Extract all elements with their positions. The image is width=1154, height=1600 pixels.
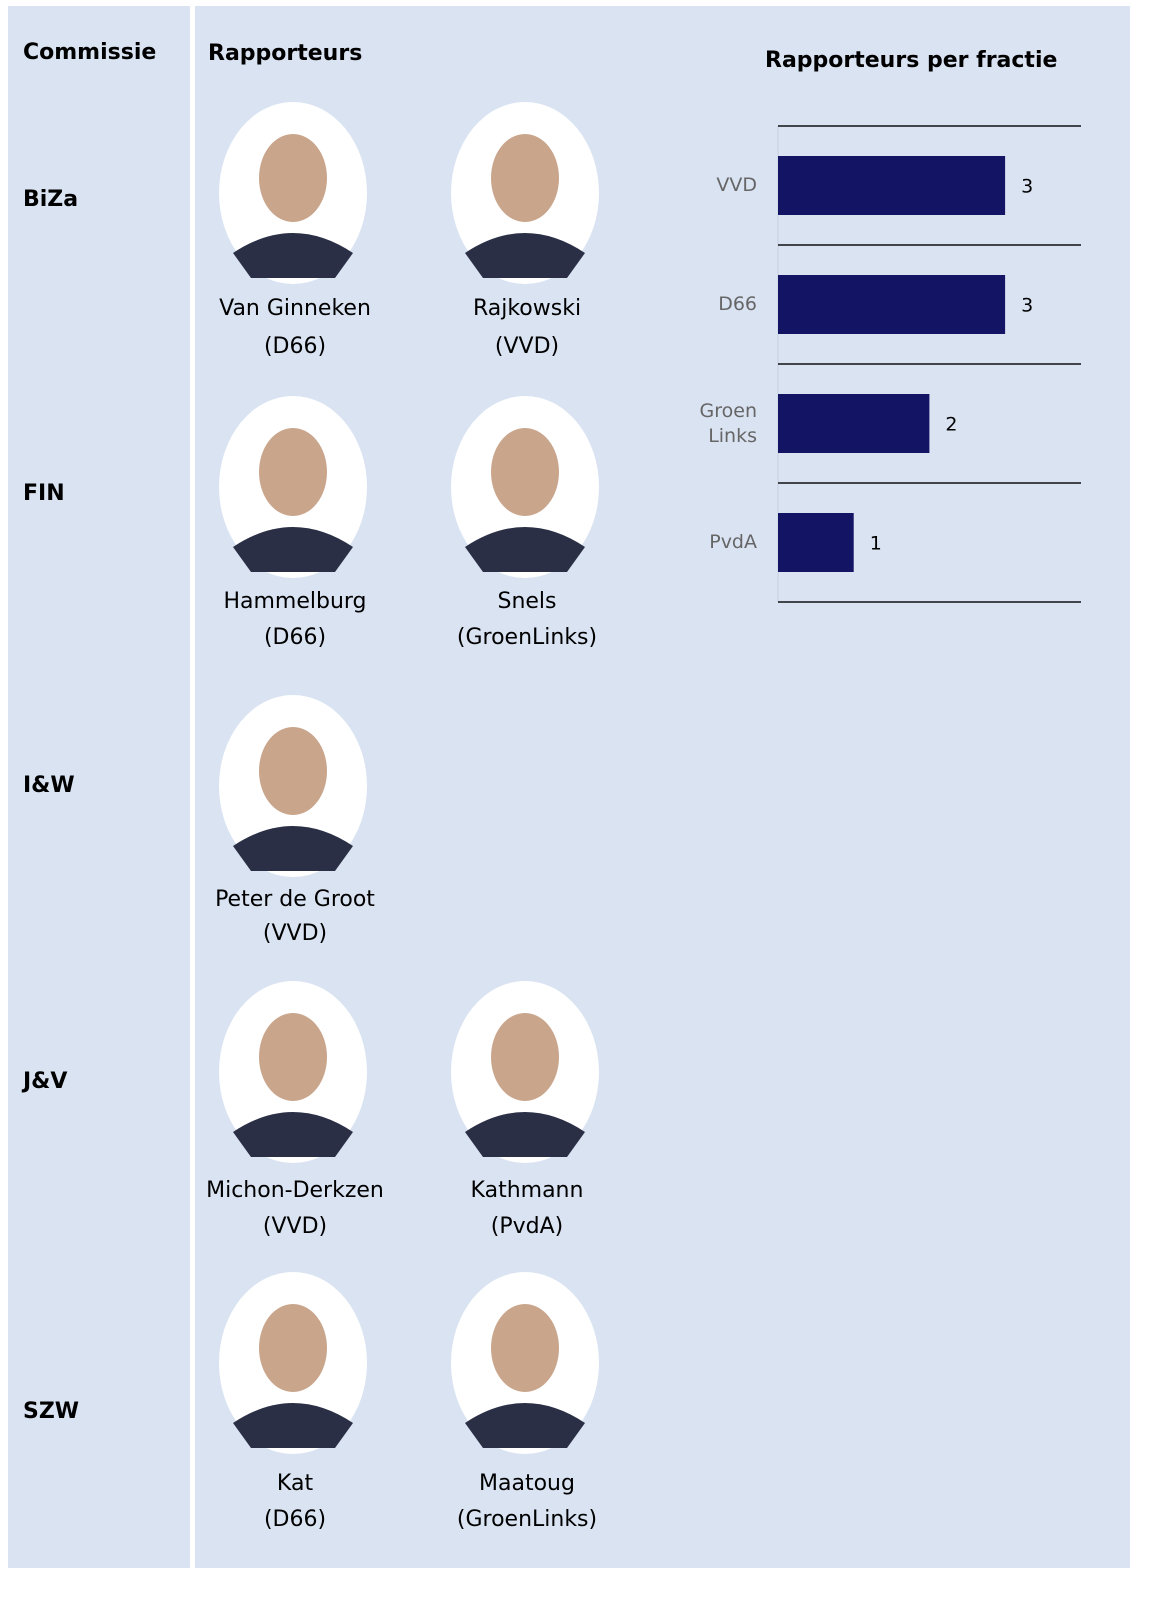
value-label: 2: [945, 414, 957, 436]
bar: [778, 394, 929, 453]
portrait-head: [491, 1013, 559, 1101]
commissie-label: FIN: [23, 481, 65, 506]
portrait-head: [259, 1304, 327, 1392]
value-label: 1: [870, 533, 882, 555]
rapporteur-name: Kat: [175, 1471, 415, 1496]
rapporteur-name: Kathmann: [407, 1178, 647, 1203]
chart-title: Rapporteurs per fractie: [765, 48, 1057, 73]
bar: [778, 156, 1005, 215]
value-label: 3: [1021, 295, 1033, 317]
rapporteur-name: Hammelburg: [175, 589, 415, 614]
header-rapporteurs: Rapporteurs: [208, 41, 362, 66]
rapporteur-name: Michon-Derkzen: [175, 1178, 415, 1203]
rapporteur-name: Rajkowski: [407, 296, 647, 321]
rapporteur-party: (D66): [175, 334, 415, 359]
commissie-label: J&V: [23, 1069, 67, 1094]
divider: [190, 6, 195, 1568]
rapporteur-party: (VVD): [175, 921, 415, 946]
bar: [778, 513, 854, 572]
rapporteur-party: (GroenLinks): [407, 625, 647, 650]
category-label: D66: [677, 292, 757, 317]
rapporteur-name: Maatoug: [407, 1471, 647, 1496]
background: 3 3 2 1: [0, 0, 1154, 1600]
portrait-head: [491, 1304, 559, 1392]
page: {"table": {"headers": ["Commissie", "Rap…: [0, 0, 1154, 1600]
category-label: VVD: [677, 173, 757, 198]
rapporteur-party: (VVD): [175, 1214, 415, 1239]
category-label: Groen Links: [677, 399, 757, 449]
rapporteur-party: (VVD): [407, 334, 647, 359]
portrait-head: [259, 727, 327, 815]
commissie-label: BiZa: [23, 187, 78, 212]
rapporteur-party: (PvdA): [407, 1214, 647, 1239]
rapporteur-name: Van Ginneken: [175, 296, 415, 321]
commissie-label: I&W: [23, 773, 75, 798]
portrait-head: [259, 134, 327, 222]
rapporteur-party: (D66): [175, 1507, 415, 1532]
rapporteur-name: Peter de Groot: [175, 887, 415, 912]
portrait-head: [259, 1013, 327, 1101]
rapporteur-name: Snels: [407, 589, 647, 614]
rapporteur-party: (GroenLinks): [407, 1507, 647, 1532]
value-label: 3: [1021, 176, 1033, 198]
portrait-head: [259, 428, 327, 516]
portrait-head: [491, 134, 559, 222]
commissie-label: SZW: [23, 1399, 79, 1424]
portrait-head: [491, 428, 559, 516]
rapporteur-party: (D66): [175, 625, 415, 650]
header-commissie: Commissie: [23, 40, 156, 65]
category-label: PvdA: [677, 530, 757, 555]
bar: [778, 275, 1005, 334]
